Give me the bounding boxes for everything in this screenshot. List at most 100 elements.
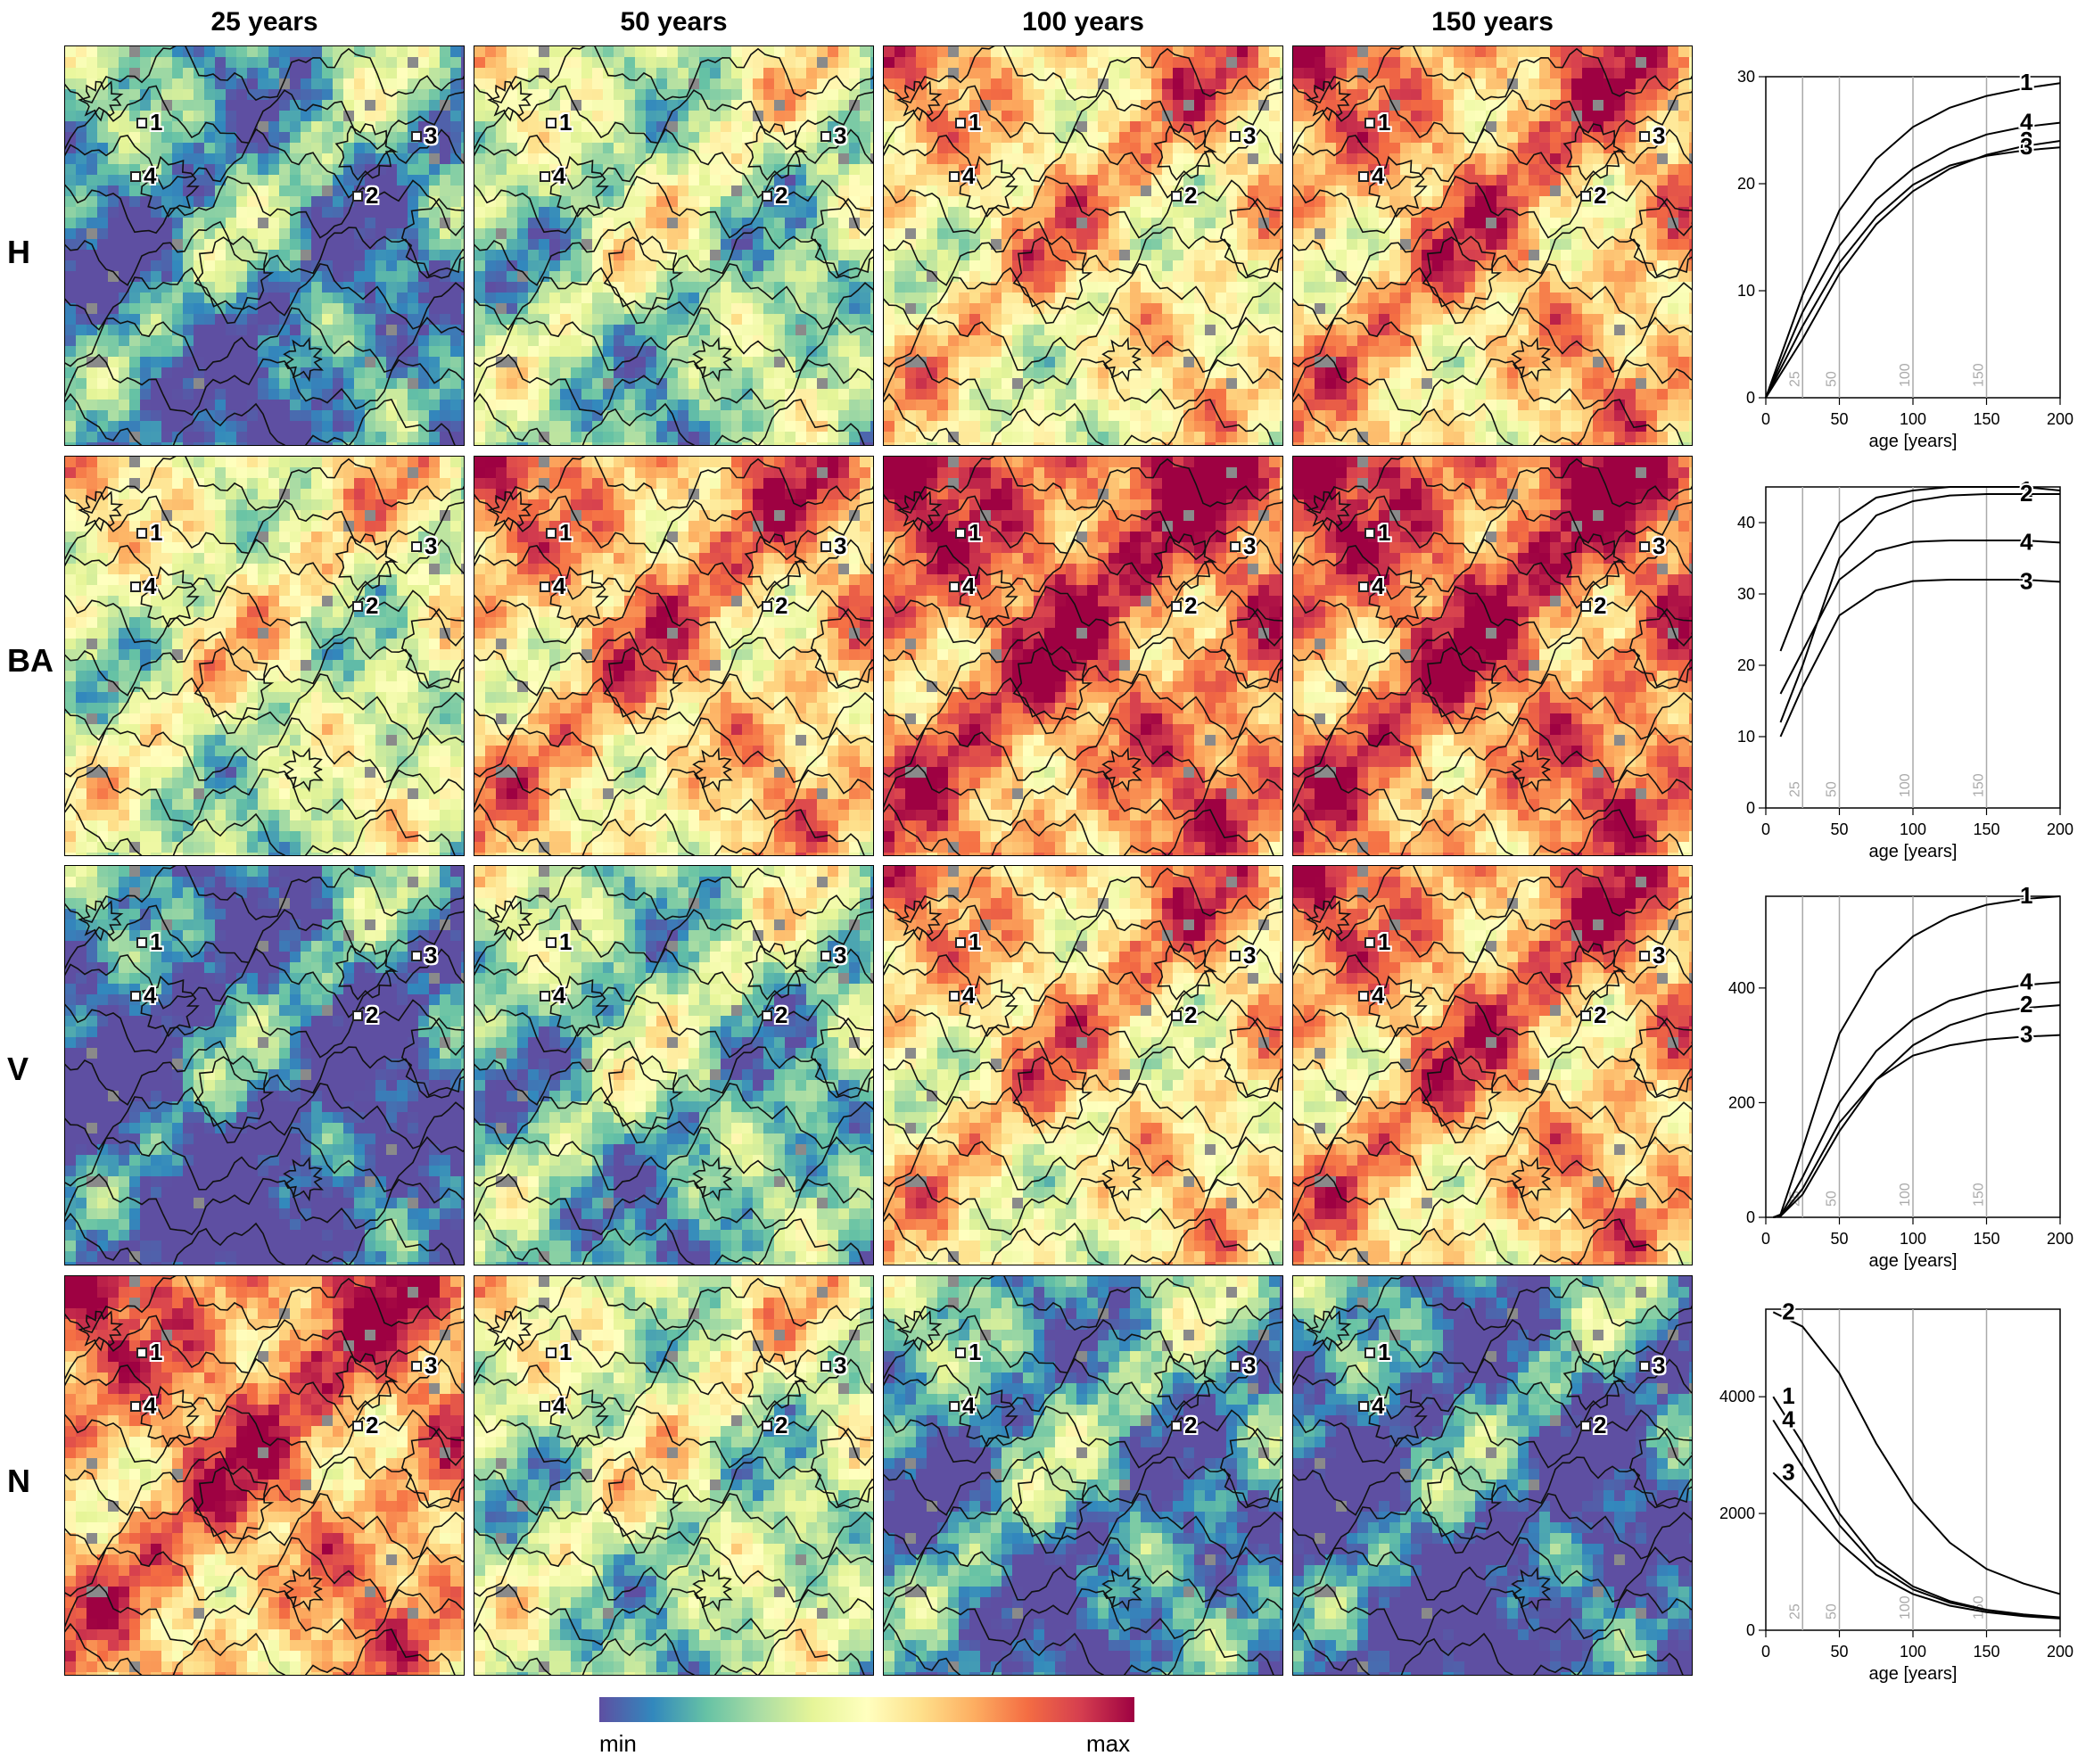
site-label: 3 — [1243, 122, 1256, 150]
y-tick-label: 0 — [1746, 389, 1755, 407]
stand-boundary — [65, 1622, 456, 1675]
stand-boundary — [487, 80, 533, 122]
age-marker-label: 50 — [1825, 1603, 1840, 1620]
stand-boundary — [65, 1450, 464, 1516]
map-h-100: 1 2 3 4 — [883, 45, 1283, 446]
site-square-icon — [1580, 1010, 1591, 1021]
map-n-150: 1 2 3 4 — [1292, 1275, 1693, 1676]
chart-n: 25 50 100 150 0 50 100 150 200 0 2000 4000 age [year… — [1686, 1291, 2078, 1702]
stand-boundary — [884, 1622, 1274, 1675]
site-square-icon — [762, 1010, 772, 1021]
map-raster — [474, 46, 873, 445]
stand-boundary — [78, 80, 124, 122]
site-label: 2 — [366, 592, 378, 620]
stand-boundary — [1511, 1566, 1552, 1612]
stand-boundary — [810, 1017, 873, 1097]
x-tick-label: 0 — [1761, 1643, 1770, 1661]
site-label: 1 — [559, 928, 572, 956]
stand-boundary — [474, 947, 873, 1018]
stand-boundary — [1293, 947, 1692, 1018]
site-square-icon — [1580, 600, 1591, 612]
series-label-4: 4 — [2020, 109, 2033, 136]
site-square-icon — [949, 581, 960, 592]
stand-boundary — [78, 900, 124, 942]
series-line-4 — [1772, 1419, 2061, 1620]
stand-boundary — [1293, 763, 1692, 827]
site-marker-3: 3 — [1230, 1352, 1256, 1380]
stand-boundary — [474, 538, 873, 609]
site-square-icon — [546, 117, 556, 128]
stand-boundary — [896, 900, 943, 942]
y-tick-label: 10 — [1737, 282, 1755, 300]
site-square-icon — [136, 936, 147, 948]
stand-boundary — [884, 457, 1282, 514]
site-square-icon — [1171, 190, 1182, 202]
stand-boundary — [1293, 586, 1692, 649]
stand-boundary — [65, 672, 464, 741]
stand-boundary — [884, 1537, 1282, 1603]
stand-boundary — [283, 1156, 324, 1202]
site-marker-1: 1 — [136, 109, 162, 136]
stand-boundary — [65, 538, 464, 609]
site-marker-2: 2 — [352, 1002, 378, 1029]
site-label: 1 — [559, 1339, 572, 1366]
stand-boundary — [65, 1173, 464, 1236]
stand-boundary — [896, 1310, 943, 1352]
stand-boundary — [1012, 235, 1093, 310]
site-square-icon — [1358, 170, 1369, 182]
site-marker-3: 3 — [411, 1352, 437, 1380]
site-label: 4 — [144, 1392, 156, 1420]
site-square-icon — [1230, 540, 1241, 552]
stand-boundary — [884, 995, 1282, 1059]
site-square-icon — [130, 170, 141, 182]
stand-boundary — [1293, 46, 1692, 103]
stand-boundary — [1153, 943, 1217, 1001]
stand-boundary — [1219, 607, 1282, 688]
stand-boundary — [884, 1082, 1282, 1150]
stand-boundary — [744, 123, 808, 181]
site-label: 4 — [962, 982, 975, 1010]
site-square-icon — [955, 936, 966, 948]
site-marker-4: 4 — [130, 573, 156, 600]
stand-boundary — [1101, 336, 1142, 383]
series-label-2: 2 — [1782, 1298, 1794, 1324]
site-square-icon — [540, 1400, 550, 1412]
series-label-4: 4 — [2020, 528, 2033, 555]
stand-boundary — [1293, 495, 1692, 561]
map-raster — [65, 866, 464, 1265]
site-marker-2: 2 — [762, 1412, 787, 1439]
site-square-icon — [546, 1347, 556, 1358]
chart-ba: 25 50 100 150 0 50 100 150 200 0 10 20 30 40 age [year… — [1686, 469, 2078, 879]
y-tick-label: 40 — [1737, 514, 1755, 532]
site-marker-3: 3 — [1230, 532, 1256, 560]
stand-boundary — [474, 1315, 873, 1381]
stand-boundary — [810, 1427, 873, 1507]
stand-boundary — [1422, 1465, 1503, 1540]
map-ba-150: 1 2 3 4 — [1292, 456, 1693, 856]
stand-boundary — [474, 631, 873, 697]
stand-boundary — [884, 128, 1282, 199]
stand-boundary — [692, 746, 733, 793]
stand-boundary — [1306, 80, 1352, 122]
site-square-icon — [136, 527, 147, 539]
stand-boundary — [896, 490, 943, 532]
site-marker-4: 4 — [949, 573, 975, 600]
site-label: 4 — [962, 573, 975, 600]
age-marker-label: 50 — [1825, 781, 1840, 797]
site-marker-4: 4 — [540, 573, 565, 600]
site-marker-4: 4 — [1358, 573, 1384, 600]
stand-boundary — [1368, 975, 1428, 1038]
series-label-2: 2 — [2020, 127, 2032, 153]
series-line-2 — [1779, 493, 2060, 723]
stand-boundary — [884, 1276, 1282, 1333]
map-raster — [65, 1276, 464, 1675]
site-label: 2 — [775, 1002, 787, 1029]
stand-boundary — [487, 1310, 533, 1352]
stand-boundary — [1293, 353, 1692, 416]
site-square-icon — [1358, 990, 1369, 1002]
site-square-icon — [411, 540, 422, 552]
site-marker-3: 3 — [1230, 122, 1256, 150]
stand-boundary — [1293, 1405, 1692, 1469]
stand-boundary — [474, 220, 873, 286]
site-marker-3: 3 — [411, 942, 437, 969]
